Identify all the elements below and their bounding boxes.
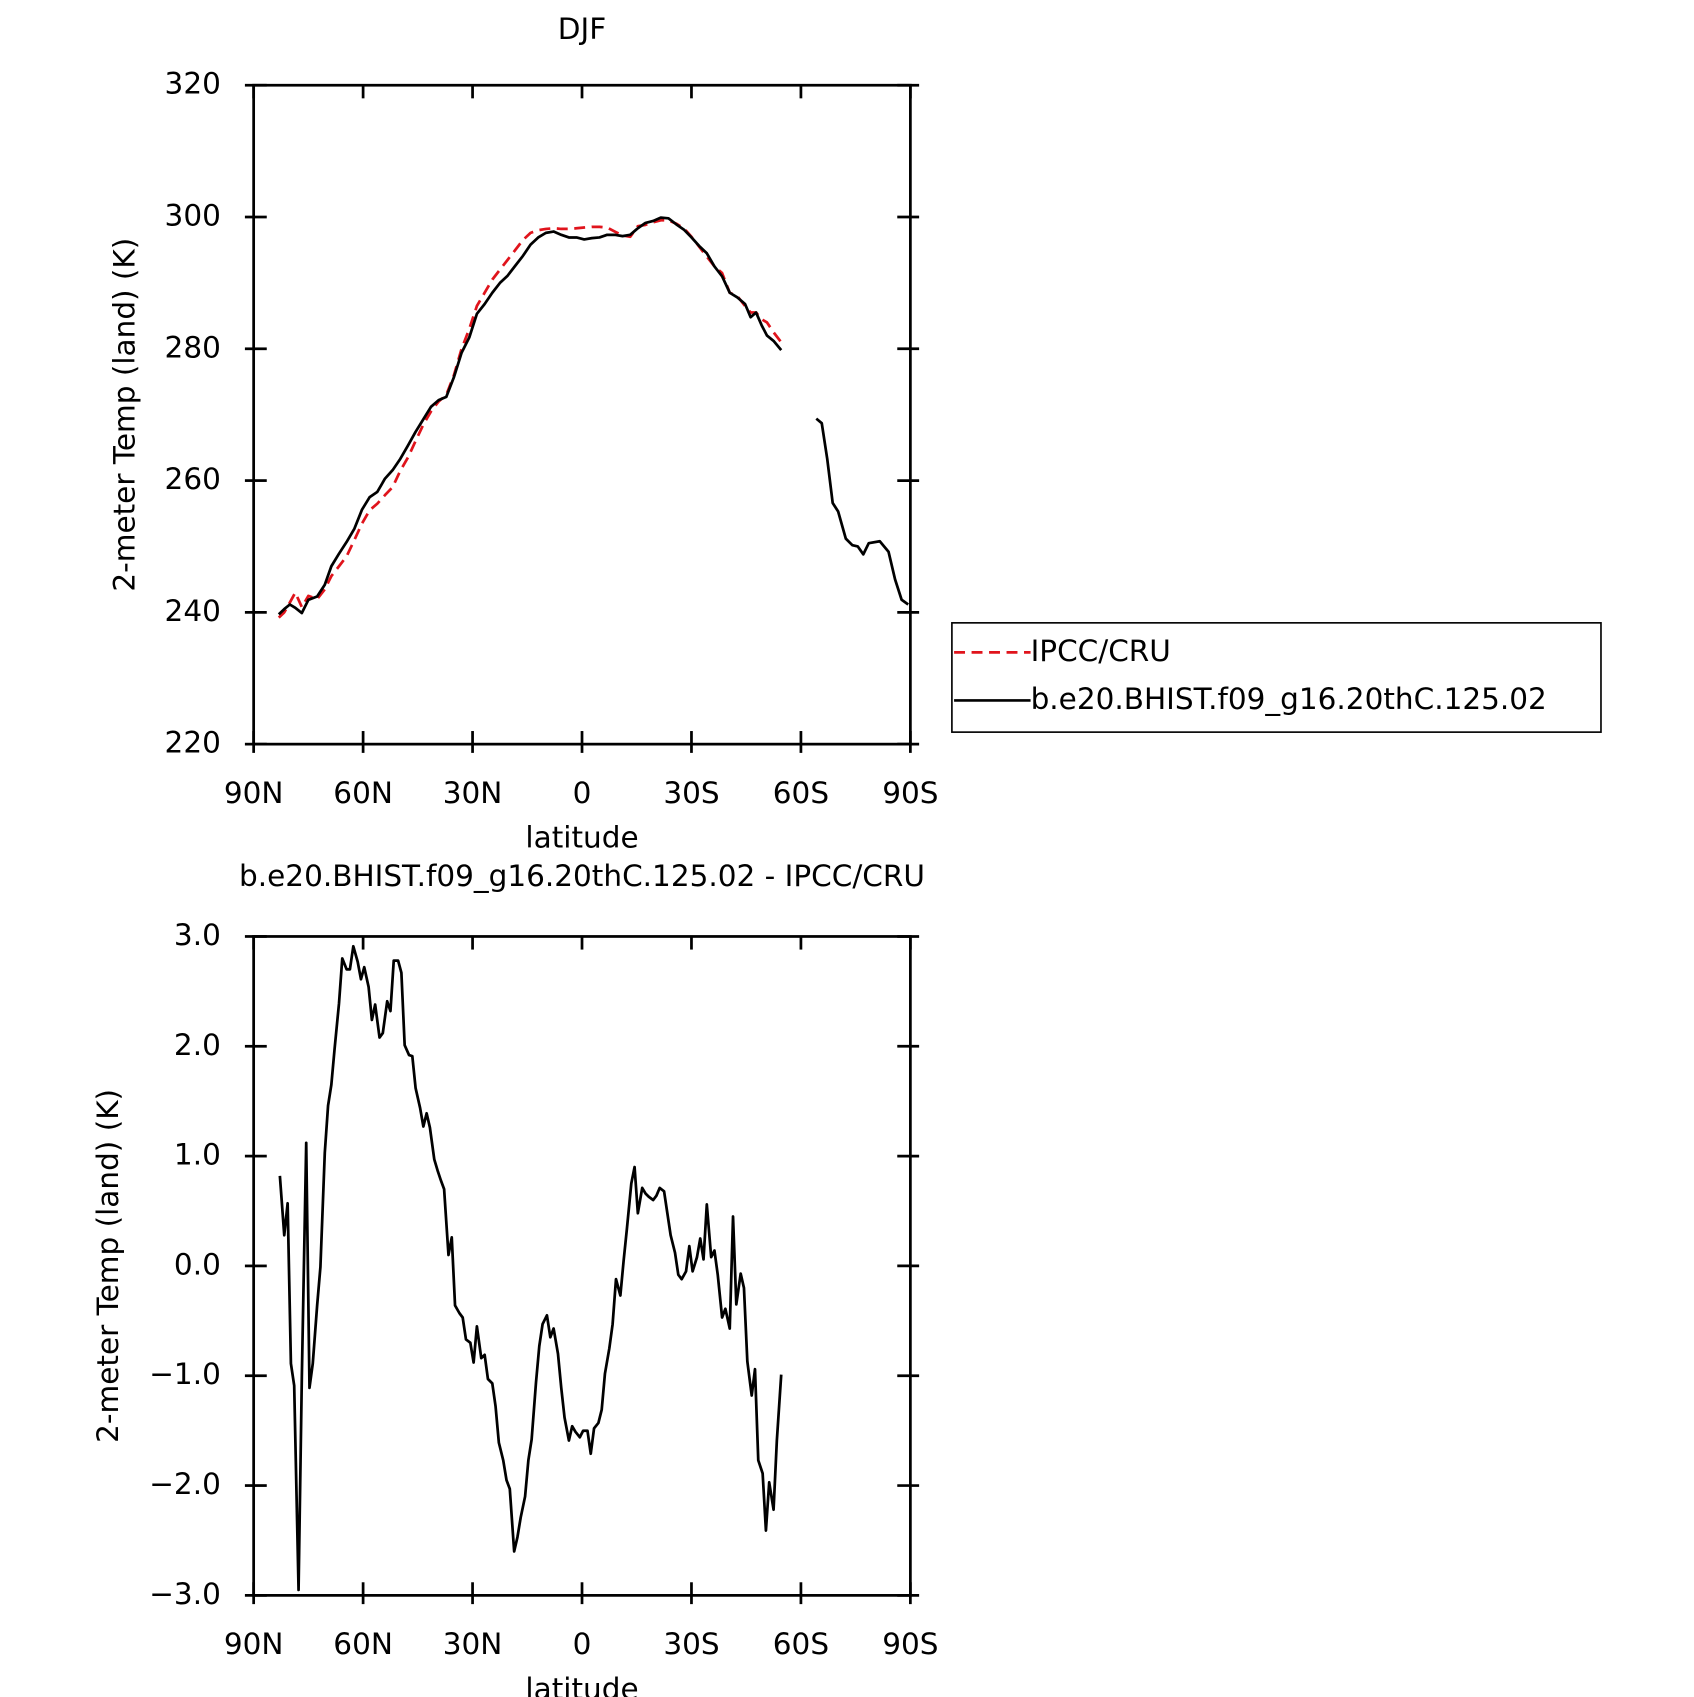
x-tick-label: 0 [573, 776, 592, 810]
legend: IPCC/CRU b.e20.BHIST.f09_g16.20thC.125.02 [951, 622, 1602, 733]
x-tick-label: 60N [333, 1627, 393, 1661]
x-tick-label: 0 [573, 1627, 592, 1661]
x-tick-label: 90S [882, 776, 938, 810]
y-tick-label: −2.0 [149, 1467, 221, 1501]
chart-title: DJF [558, 12, 606, 46]
data-line [815, 417, 909, 606]
plot-frame [252, 83, 912, 746]
chart-panel: b.e20.BHIST.f09_g16.20thC.125.02 - IPCC/… [91, 859, 939, 1697]
x-tick-label: 90N [224, 1627, 284, 1661]
chart-title: b.e20.BHIST.f09_g16.20thC.125.02 - IPCC/… [239, 859, 925, 893]
x-tick-label: 30N [443, 1627, 503, 1661]
x-tick-label: 90S [882, 1627, 938, 1661]
y-tick-label: 300 [165, 199, 221, 233]
y-axis-title: 2-meter Temp (land) (K) [91, 1089, 125, 1443]
y-tick-label: −3.0 [149, 1577, 221, 1611]
plot-frame [252, 935, 912, 1597]
x-axis-title: latitude [525, 821, 638, 855]
y-tick-label: 320 [165, 67, 221, 101]
y-tick-label: −1.0 [149, 1357, 221, 1391]
legend-label: IPCC/CRU [1031, 634, 1171, 668]
x-tick-label: 60S [773, 776, 829, 810]
y-tick-label: 1.0 [174, 1138, 221, 1172]
chart-panel: DJF latitude 2-meter Temp (land) (K) 90N 60N… [107, 12, 1602, 855]
y-tick-label: 280 [165, 330, 221, 364]
legend-box [951, 622, 1602, 733]
data-line [277, 218, 783, 619]
y-axis-title: 2-meter Temp (land) (K) [107, 238, 141, 592]
y-tick-label: 260 [165, 462, 221, 496]
y-tick-label: 2.0 [174, 1028, 221, 1062]
x-tick-label: 30S [663, 776, 719, 810]
data-line [278, 944, 783, 1592]
x-tick-label: 60S [773, 1627, 829, 1661]
x-tick-label: 90N [224, 776, 284, 810]
x-tick-label: 60N [333, 776, 393, 810]
y-tick-label: 3.0 [174, 918, 221, 952]
data-line [277, 216, 783, 616]
x-tick-label: 30S [663, 1627, 719, 1661]
y-tick-label: 220 [165, 726, 221, 760]
x-axis-title: latitude [525, 1672, 638, 1697]
y-tick-label: 0.0 [174, 1247, 221, 1281]
y-tick-label: 240 [165, 594, 221, 628]
x-tick-label: 30N [443, 776, 503, 810]
legend-label: b.e20.BHIST.f09_g16.20thC.125.02 [1031, 682, 1547, 716]
